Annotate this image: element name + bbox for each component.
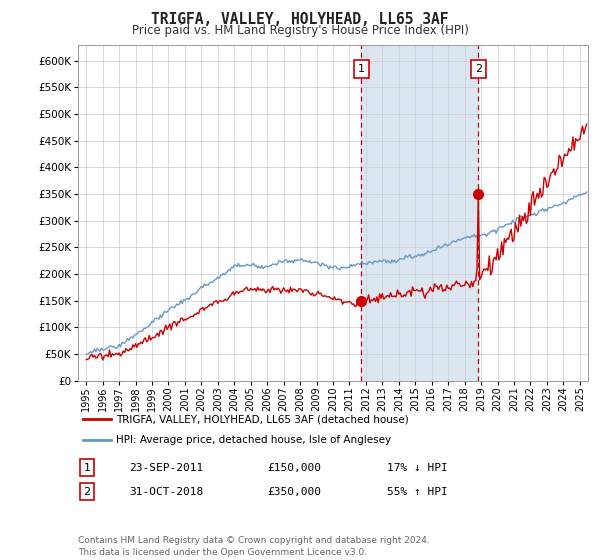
Text: Price paid vs. HM Land Registry's House Price Index (HPI): Price paid vs. HM Land Registry's House … bbox=[131, 24, 469, 36]
Text: HPI: Average price, detached house, Isle of Anglesey: HPI: Average price, detached house, Isle… bbox=[116, 435, 391, 445]
Text: 2: 2 bbox=[475, 64, 482, 74]
Text: 2: 2 bbox=[83, 487, 91, 497]
Text: 23-SEP-2011: 23-SEP-2011 bbox=[129, 463, 203, 473]
Text: 31-OCT-2018: 31-OCT-2018 bbox=[129, 487, 203, 497]
Text: 1: 1 bbox=[358, 64, 365, 74]
Text: £350,000: £350,000 bbox=[267, 487, 321, 497]
Text: 17% ↓ HPI: 17% ↓ HPI bbox=[387, 463, 448, 473]
Text: TRIGFA, VALLEY, HOLYHEAD, LL65 3AF (detached house): TRIGFA, VALLEY, HOLYHEAD, LL65 3AF (deta… bbox=[116, 414, 409, 424]
Text: 1: 1 bbox=[83, 463, 91, 473]
Bar bbox=[361, 45, 478, 381]
Text: £150,000: £150,000 bbox=[267, 463, 321, 473]
Text: TRIGFA, VALLEY, HOLYHEAD, LL65 3AF: TRIGFA, VALLEY, HOLYHEAD, LL65 3AF bbox=[151, 12, 449, 27]
Text: Contains HM Land Registry data © Crown copyright and database right 2024.
This d: Contains HM Land Registry data © Crown c… bbox=[78, 536, 430, 557]
Text: 55% ↑ HPI: 55% ↑ HPI bbox=[387, 487, 448, 497]
